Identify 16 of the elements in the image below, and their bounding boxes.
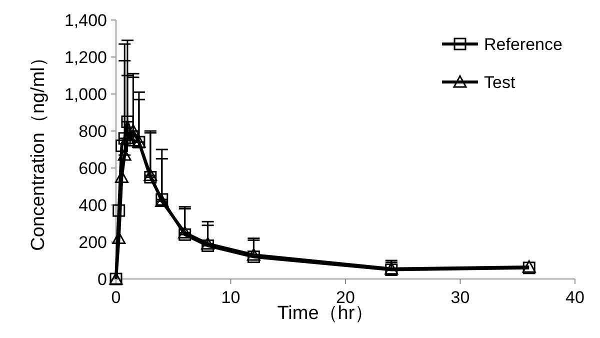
y-tick-label: 1,400 bbox=[64, 11, 107, 30]
y-tick-label: 1,000 bbox=[64, 85, 107, 104]
y-axis-title: Concentration（ng/ml） bbox=[28, 48, 49, 251]
legend-label: Reference bbox=[484, 35, 562, 54]
y-tick-label: 1,200 bbox=[64, 48, 107, 67]
y-tick-label: 800 bbox=[78, 122, 107, 141]
y-tick-label: 400 bbox=[78, 196, 107, 215]
y-tick-label: 0 bbox=[98, 270, 107, 289]
x-tick-label: 40 bbox=[566, 288, 584, 307]
legend-label: Test bbox=[484, 73, 516, 92]
x-tick-label: 0 bbox=[111, 288, 121, 307]
x-tick-label: 10 bbox=[221, 288, 240, 307]
y-tick-label: 200 bbox=[78, 233, 107, 252]
x-tick-label: 30 bbox=[450, 288, 470, 307]
x-axis-title: Time（hr） bbox=[277, 303, 374, 324]
y-tick-label: 600 bbox=[78, 159, 107, 178]
